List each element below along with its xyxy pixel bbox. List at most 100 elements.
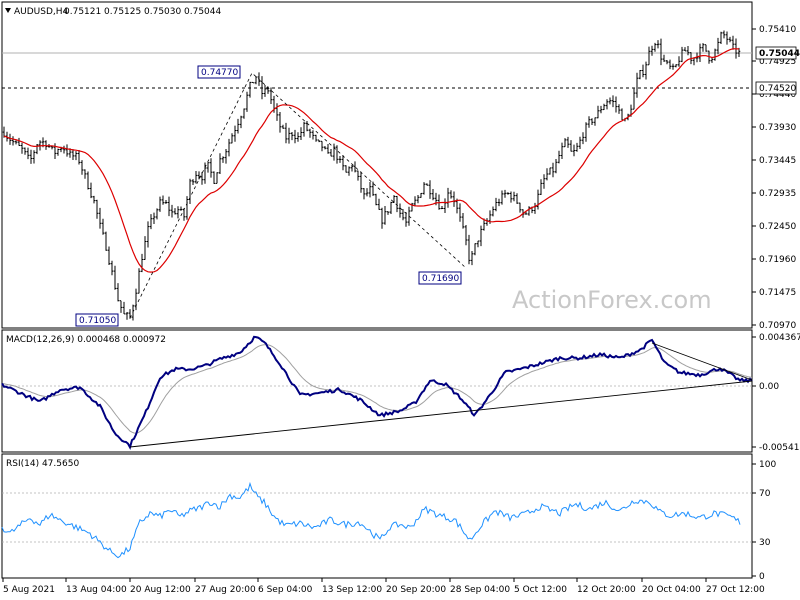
- time-tick-5: 13 Sep 12:00: [322, 585, 382, 595]
- price-bar: [167, 196, 171, 217]
- price-bar: [707, 50, 711, 64]
- price-bar: [344, 165, 348, 173]
- time-tick-10: 20 Oct 04:00: [642, 585, 701, 595]
- price-bar: [575, 142, 579, 152]
- price-bar: [683, 47, 687, 52]
- price-bar: [410, 202, 414, 212]
- price-bar: [551, 162, 555, 178]
- price-bar: [422, 182, 426, 195]
- price-bar: [236, 118, 240, 134]
- price-bar: [158, 196, 162, 212]
- price-bar: [245, 91, 249, 112]
- time-tick-2: 20 Aug 12:00: [130, 585, 191, 595]
- price-bar: [701, 43, 705, 52]
- price-bar: [314, 134, 318, 142]
- price-bar: [650, 45, 654, 56]
- price-bar: [728, 36, 732, 43]
- price-bar: [149, 214, 153, 230]
- price-bar: [44, 140, 48, 150]
- price-bar: [425, 183, 429, 186]
- price-bar: [392, 195, 396, 203]
- price-bar: [416, 195, 420, 204]
- price-bar: [155, 208, 159, 220]
- price-bar: [140, 253, 144, 273]
- price-bar: [11, 136, 15, 146]
- price-bar: [482, 218, 486, 231]
- price-bar: [17, 137, 21, 146]
- time-tick-4: 6 Sep 04:00: [258, 585, 313, 595]
- price-bar: [152, 212, 156, 224]
- price-bar: [401, 209, 405, 221]
- ohlc-open: 0.75121: [64, 7, 101, 17]
- rsi-tick-70: 70: [759, 489, 771, 499]
- price-bar: [320, 140, 324, 152]
- price-bar: [512, 191, 516, 202]
- price-bar: [602, 103, 606, 111]
- price-bar: [110, 260, 114, 276]
- price-tick-8: 0.71475: [759, 288, 796, 298]
- price-bar: [86, 171, 90, 190]
- price-bar: [233, 125, 237, 142]
- price-bar: [536, 189, 540, 210]
- price-bar: [362, 188, 366, 200]
- price-bar: [263, 85, 267, 97]
- price-bar: [146, 221, 150, 248]
- price-tick-7: 0.71960: [759, 255, 796, 265]
- price-bar: [254, 76, 258, 85]
- price-bar: [617, 104, 621, 114]
- time-tick-1: 13 Aug 04:00: [66, 585, 127, 595]
- price-bar: [674, 64, 678, 68]
- price-bar: [395, 195, 399, 213]
- macd-panel: MACD(12,26,9) 0.000468 0.000972 0.004367…: [1, 329, 800, 453]
- collapse-triangle-icon[interactable]: [5, 8, 11, 13]
- price-bar: [431, 189, 435, 201]
- price-bar: [503, 189, 507, 198]
- price-bar: [557, 150, 561, 164]
- price-bar: [398, 203, 402, 218]
- rsi-tick-30: 30: [759, 538, 771, 548]
- price-bar: [101, 218, 105, 235]
- price-bar: [209, 158, 213, 178]
- price-bar: [23, 147, 27, 155]
- price-bar: [722, 30, 726, 39]
- price-bar: [308, 128, 312, 138]
- rsi-line: [1, 481, 741, 559]
- price-bar: [539, 179, 543, 195]
- price-bar: [659, 38, 663, 66]
- price-bar: [731, 35, 735, 50]
- price-bar: [500, 190, 504, 205]
- time-tick-9: 12 Oct 20:00: [577, 585, 636, 595]
- price-bar: [239, 115, 243, 129]
- price-bar: [227, 138, 231, 157]
- price-bar: [494, 197, 498, 212]
- price-bar: [287, 127, 291, 144]
- price-bar: [92, 195, 96, 204]
- macd-tick-zero: 0.00: [759, 382, 779, 392]
- macd-tick-bottom: -0.005411: [759, 443, 800, 453]
- price-bar: [677, 56, 681, 67]
- price-bar: [464, 225, 468, 246]
- price-bar: [491, 206, 495, 217]
- price-bar: [365, 188, 369, 197]
- price-bar: [290, 132, 294, 141]
- price-header: AUDUSD,H4 0.75121 0.75125 0.75030 0.7504…: [5, 7, 221, 17]
- price-bar: [98, 207, 102, 229]
- price-bar: [248, 81, 252, 98]
- price-bar: [374, 193, 378, 206]
- price-bar: [200, 172, 204, 185]
- price-bar: [680, 46, 684, 63]
- price-bar: [212, 171, 216, 184]
- price-bar: [20, 142, 24, 154]
- price-bar: [278, 112, 282, 133]
- time-tick-11: 27 Oct 12:00: [706, 585, 765, 595]
- price-bar: [185, 196, 189, 220]
- price-bar: [299, 127, 303, 140]
- price-bar: [686, 46, 690, 56]
- price-bar: [302, 121, 306, 137]
- price-bar: [458, 203, 462, 222]
- price-bar: [698, 43, 702, 62]
- price-bar: [653, 42, 657, 52]
- price-bar: [665, 60, 669, 65]
- price-bar: [380, 207, 384, 229]
